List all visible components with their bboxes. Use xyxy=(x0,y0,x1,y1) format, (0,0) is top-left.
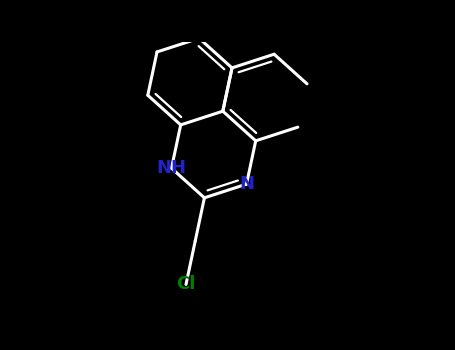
Text: NH: NH xyxy=(157,159,187,177)
Text: Cl: Cl xyxy=(176,275,196,293)
Text: N: N xyxy=(239,175,254,193)
